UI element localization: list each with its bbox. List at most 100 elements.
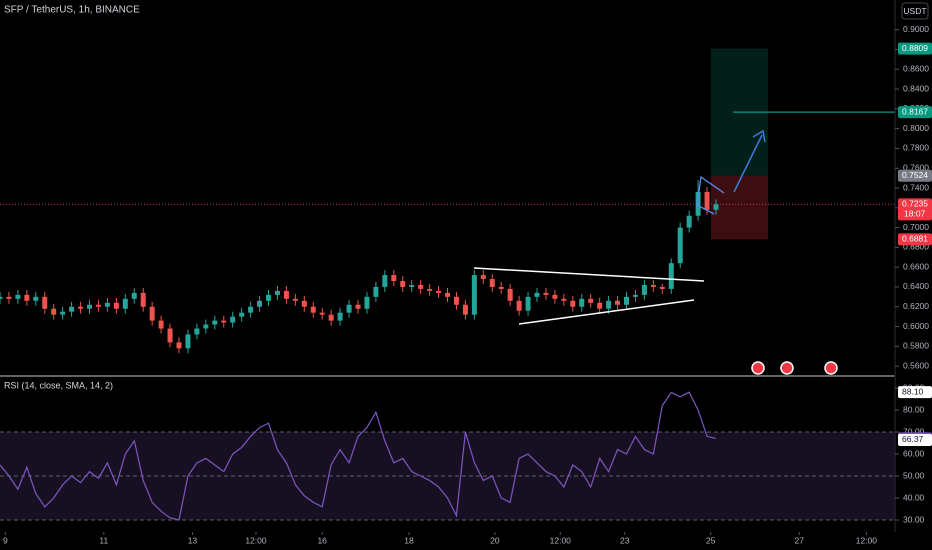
currency-label[interactable]: USDT [903, 6, 926, 16]
price-badge [898, 42, 932, 55]
price-badge [898, 106, 932, 119]
currency-button[interactable] [901, 2, 929, 20]
candle-body [713, 204, 719, 210]
candle-body [230, 316, 236, 323]
y-tick-label: 0.6400 [903, 281, 929, 291]
x-tick-label: 25 [706, 535, 716, 545]
y-tick-label: 0.7800 [903, 143, 929, 153]
symbol-title: SFP / TetherUS, 1h, BINANCE [4, 5, 140, 16]
price-badge-label: 0.8167 [902, 106, 928, 116]
y-tick-label: 0.6000 [903, 321, 929, 331]
candle-body [507, 288, 513, 301]
rsi-badge-label: 88.10 [902, 386, 924, 396]
price-badge-label: 0.7524 [902, 170, 928, 180]
candle-body [158, 320, 164, 329]
candle-body [185, 334, 191, 349]
candle-body [659, 286, 665, 289]
x-tick-label: 12:00 [245, 535, 267, 545]
candle-body [60, 311, 66, 315]
candle-body [131, 292, 137, 299]
candle-body [561, 298, 567, 301]
countdown: 18:07 [904, 209, 926, 219]
candle-body [239, 312, 245, 317]
trendline [473, 267, 705, 282]
candle-body [104, 302, 110, 307]
x-tick-label: 13 [188, 535, 198, 545]
x-tick-label: 12:00 [550, 535, 572, 545]
grid [0, 431, 895, 521]
candle-body [69, 306, 75, 312]
candle-body [212, 320, 218, 325]
candle-body [78, 306, 84, 309]
candle-body [552, 294, 558, 299]
loss-zone [711, 175, 768, 240]
candle-body [113, 302, 119, 309]
x-tick-label: 9 [3, 535, 8, 545]
candle-body [632, 294, 638, 297]
candle-body [6, 296, 12, 299]
candle-body [266, 294, 271, 301]
candle-body [364, 296, 370, 309]
candle-body [51, 308, 57, 315]
annotations [0, 48, 895, 240]
candle-body [516, 300, 522, 311]
price-badge [898, 198, 932, 221]
candle-body [355, 304, 361, 309]
candle-body [24, 294, 30, 301]
candle-body [570, 300, 576, 307]
candle-body [400, 281, 406, 287]
candle-body [42, 296, 48, 309]
candle-body [167, 328, 173, 343]
candle-body [283, 290, 289, 299]
candle-body [140, 292, 146, 307]
candle-body [498, 286, 504, 289]
y-tick-label: 0.8000 [903, 123, 929, 133]
candle-body [686, 215, 692, 228]
candle-body [525, 296, 531, 311]
candle-body [668, 263, 674, 289]
rsi-title: RSI (14, close, SMA, 14, 2) [4, 380, 113, 390]
price-badge-label: 0.6881 [902, 234, 928, 244]
arrow-head [752, 129, 766, 143]
rsi-y-tick-label: 70.00 [903, 426, 925, 436]
candle-body [149, 306, 155, 321]
candle-body [95, 304, 101, 307]
candle-body [337, 312, 343, 321]
price-badge [898, 169, 932, 182]
rsi-y-tick-label: 60.00 [903, 448, 925, 458]
x-tick-label: 23 [620, 535, 630, 545]
candle-body [615, 300, 621, 305]
event-icon[interactable] [751, 361, 765, 375]
candle-body [677, 227, 683, 264]
price-badge-label: 0.8809 [902, 43, 928, 53]
rsi-y-tick-label: 80.00 [903, 404, 925, 414]
candle-body [624, 296, 629, 305]
event-icons [751, 361, 838, 375]
candle-body [0, 296, 3, 299]
candle-body [436, 290, 442, 293]
candle-body [650, 284, 656, 287]
candle-body [471, 275, 477, 315]
candle-body [597, 302, 603, 309]
candle-body [489, 279, 495, 287]
candle-body [418, 284, 424, 289]
candle-body [292, 298, 298, 301]
y-tick-label: 0.7600 [903, 162, 929, 172]
x-tick-label: 18 [404, 535, 414, 545]
rsi-y-tick-label: 30.00 [903, 514, 925, 524]
candle-body [445, 292, 450, 297]
candle-body [319, 312, 325, 315]
event-icon[interactable] [780, 361, 794, 375]
price-badge-label: 0.7235 [902, 199, 928, 209]
candle-body [606, 300, 612, 309]
price-badge [898, 233, 932, 246]
y-tick-label: 0.7400 [903, 182, 929, 192]
candle-body [122, 298, 128, 309]
candle-body [588, 298, 594, 303]
candle-body [15, 294, 21, 299]
x-tick-label: 27 [795, 535, 805, 545]
event-icon[interactable] [824, 361, 838, 375]
